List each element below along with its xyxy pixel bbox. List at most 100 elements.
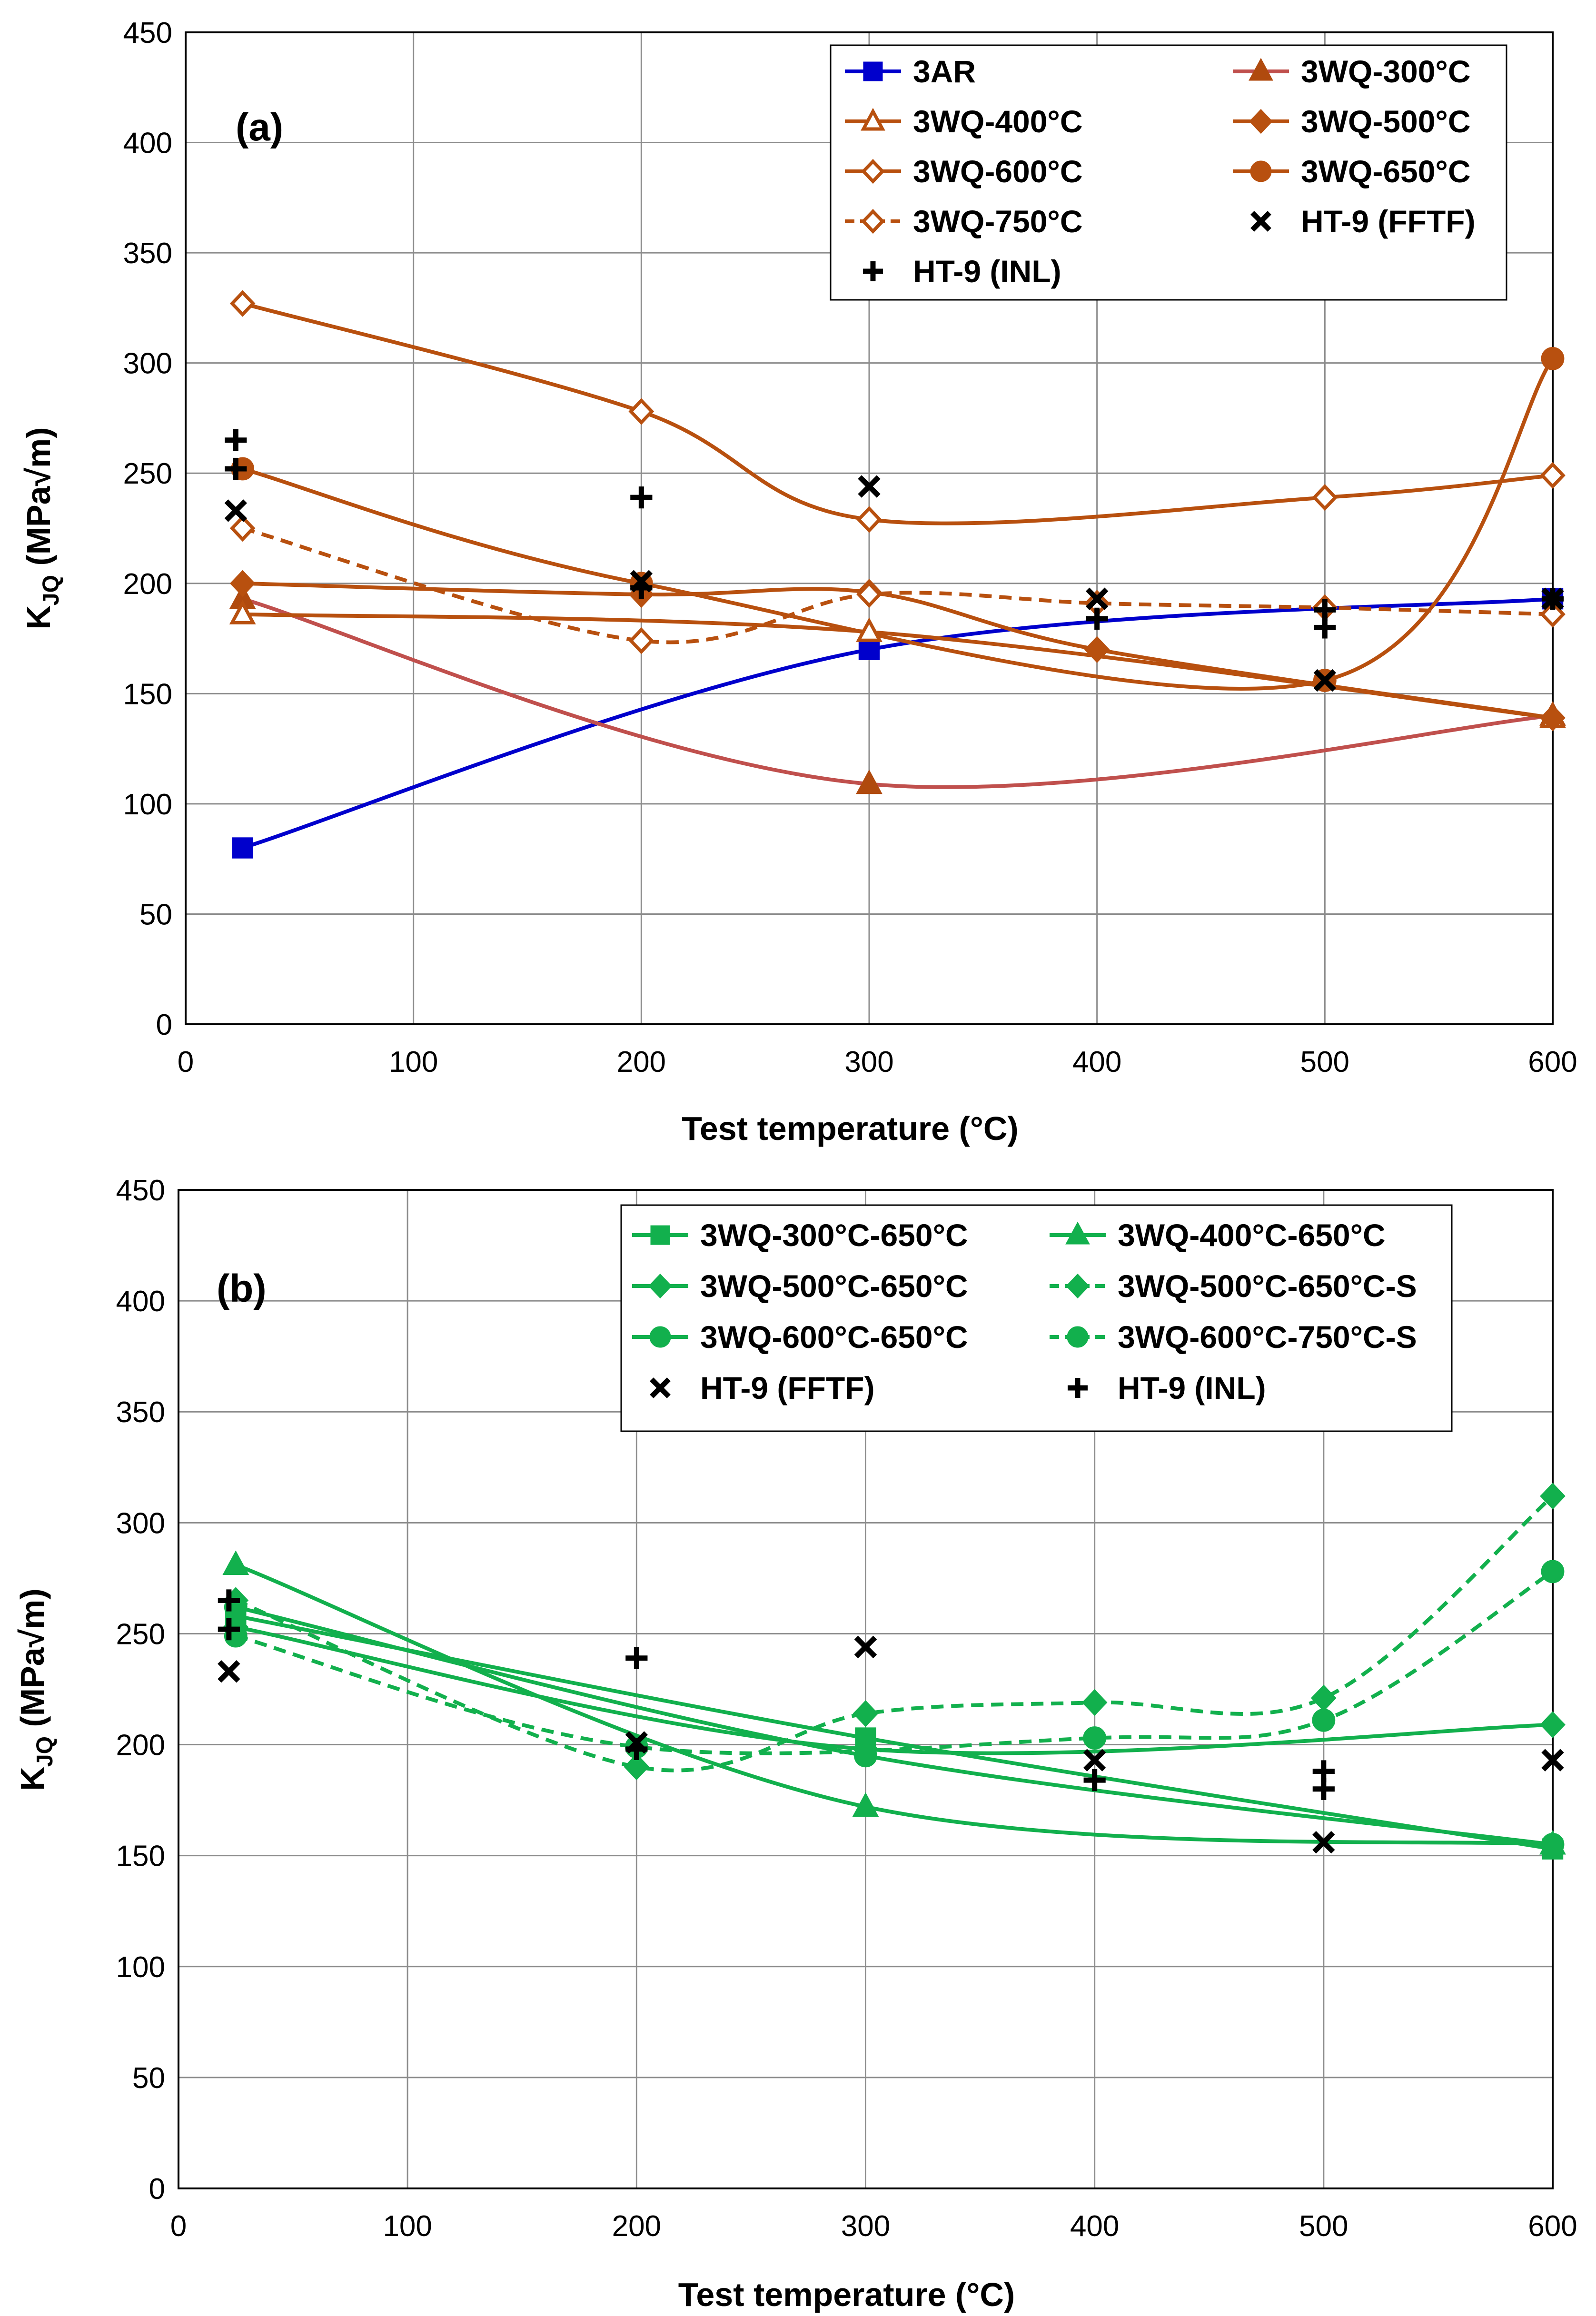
- legend-item-3wq-500c-650c: 3WQ-500°C-650°C: [632, 1268, 968, 1304]
- data-point-3wq-500c-650c: [1540, 1711, 1566, 1738]
- data-point-ht-9-inl: [1541, 588, 1564, 610]
- legend-label: 3WQ-750°C: [913, 204, 1083, 239]
- data-point-3wq-400c-650c: [222, 1550, 249, 1575]
- y-tick-label: 150: [116, 1840, 165, 1873]
- y-axis-title-unit: (MPa√m): [14, 1588, 51, 1736]
- legend-label: HT-9 (FFTF): [700, 1370, 875, 1405]
- legend-label: 3WQ-650°C: [1301, 154, 1471, 189]
- y-tick-label: 150: [123, 678, 172, 711]
- legend-item-ht-9-inl: HT-9 (INL): [1068, 1370, 1266, 1405]
- legend-swatch-marker: [649, 1326, 671, 1348]
- x-tick-label: 200: [612, 2210, 661, 2243]
- x-tick-label: 600: [1528, 1046, 1577, 1079]
- data-point-3wq-600c-650c: [1541, 1832, 1565, 1856]
- y-axis-title: KJQ (MPa√m): [20, 427, 64, 629]
- legend-swatch-marker: [1065, 1221, 1090, 1245]
- legend-swatch-marker: [650, 1225, 670, 1245]
- data-point-ht-9-fftf: [1083, 1749, 1106, 1772]
- panel-label: (a): [236, 106, 283, 149]
- y-axis-title-subscript: JQ: [39, 575, 64, 605]
- data-point-ht-9-inl: [1312, 1778, 1335, 1800]
- data-point-ht-9-inl: [225, 429, 247, 451]
- x-tick-label: 400: [1072, 1046, 1121, 1079]
- legend-item-ht-9-fftf: HT-9 (FFTF): [650, 1370, 875, 1405]
- legend-label: 3WQ-500°C-650°C-S: [1118, 1268, 1417, 1304]
- legend-swatch-marker: [863, 261, 883, 281]
- y-tick-label: 450: [123, 17, 172, 49]
- panel-label: (b): [217, 1267, 267, 1310]
- data-point-3wq-650c: [1541, 347, 1565, 370]
- x-tick-label: 100: [383, 2210, 432, 2243]
- data-point-3wq-400c: [229, 600, 256, 624]
- y-tick-label: 50: [139, 898, 172, 931]
- data-point-3wq-500c: [1540, 704, 1566, 732]
- legend-label: 3WQ-400°C-650°C: [1118, 1217, 1386, 1253]
- data-point-3wq-500c-650c-s: [853, 1700, 879, 1727]
- y-tick-label: 250: [123, 457, 172, 490]
- legend-item-3wq-300c-650c: 3WQ-300°C-650°C: [632, 1217, 968, 1253]
- data-point-3ar: [858, 639, 880, 660]
- series-line-3wq-600c: [240, 301, 1555, 525]
- data-point-3wq-300c: [856, 769, 882, 794]
- data-point-3ar: [232, 837, 253, 859]
- plot-frame: [178, 1189, 1554, 2189]
- data-point-ht-9-inl: [1314, 616, 1336, 639]
- data-point-ht-9-inl: [630, 486, 653, 509]
- y-tick-label: 0: [156, 1009, 172, 1041]
- legend-box: [620, 1204, 1453, 1432]
- legend-label: 3WQ-300°C-650°C: [700, 1217, 968, 1253]
- data-point-3wq-400c: [856, 617, 882, 642]
- legend-label: HT-9 (INL): [913, 254, 1061, 289]
- legend-swatch-marker: [1067, 1326, 1089, 1348]
- legend-item-3ar: 3AR: [845, 54, 976, 89]
- legend-item-3wq-300c: 3WQ-300°C: [1233, 54, 1471, 89]
- legend-item-3wq-500c: 3WQ-500°C: [1233, 104, 1471, 139]
- legend-label: 3WQ-600°C: [913, 154, 1083, 189]
- data-point-ht-9-fftf: [218, 1660, 240, 1683]
- legend-swatch-marker: [1249, 109, 1273, 134]
- x-tick-label: 200: [617, 1046, 666, 1079]
- legend-swatch-marker: [1249, 58, 1273, 81]
- data-point-3wq-750c: [229, 515, 256, 542]
- series-line-3wq-600c-750c-s: [235, 1570, 1554, 1755]
- x-tick-label: 0: [170, 2210, 187, 2243]
- legend-swatch-marker: [650, 1377, 671, 1398]
- x-tick-label: 400: [1070, 2210, 1119, 2243]
- legend-label: 3WQ-500°C: [1301, 104, 1471, 139]
- data-point-3wq-600c: [1540, 462, 1566, 489]
- data-point-3wq-500c-650c-s: [1540, 1483, 1566, 1510]
- legend-item-3wq-650c: 3WQ-650°C: [1233, 154, 1471, 189]
- x-tick-label: 300: [844, 1046, 893, 1079]
- x-axis-title: Test temperature (°C): [678, 2276, 1015, 2313]
- data-point-ht-9-inl: [1083, 1769, 1106, 1791]
- data-point-3wq-600c: [856, 506, 882, 533]
- series-lines: [234, 1495, 1555, 1851]
- legend-swatch-marker: [1250, 160, 1272, 182]
- x-tick-label: 0: [178, 1046, 194, 1079]
- series-markers: [218, 1483, 1566, 1860]
- legend-swatch-marker: [861, 108, 885, 131]
- data-point-3wq-750c: [628, 627, 654, 654]
- y-tick-label: 250: [116, 1618, 165, 1651]
- x-tick-label: 500: [1300, 1046, 1349, 1079]
- legend-label: 3WQ-400°C: [913, 104, 1083, 139]
- legend-item-3wq-750c: 3WQ-750°C: [845, 204, 1083, 239]
- data-point-ht-9-fftf: [1313, 669, 1337, 692]
- x-tick-label: 600: [1528, 2210, 1577, 2243]
- legend-item-3wq-400c-650c: 3WQ-400°C-650°C: [1050, 1217, 1386, 1253]
- series-line-3wq-750c: [242, 526, 1553, 644]
- y-tick-label: 350: [116, 1396, 165, 1429]
- legend-swatch-marker: [648, 1273, 672, 1299]
- data-point-3wq-500c-650c-s: [1310, 1684, 1337, 1712]
- series-line-3wq-400c: [240, 612, 1555, 720]
- legend: 3AR 3WQ-300°C 3WQ-400°C 3WQ-500°C 3WQ-600°C 3…: [830, 44, 1507, 301]
- series-line-3wq-600c-650c: [234, 1605, 1555, 1847]
- y-axis-title-main: K: [20, 605, 57, 630]
- data-point-3wq-750c: [1540, 601, 1566, 628]
- data-point-3wq-750c: [856, 581, 882, 608]
- legend-swatch-marker: [861, 208, 885, 234]
- legend-item-ht-9-inl: HT-9 (INL): [863, 254, 1061, 289]
- legend-label: 3WQ-300°C: [1301, 54, 1471, 89]
- data-point-ht-9-inl: [225, 457, 247, 480]
- y-tick-label: 450: [116, 1174, 165, 1207]
